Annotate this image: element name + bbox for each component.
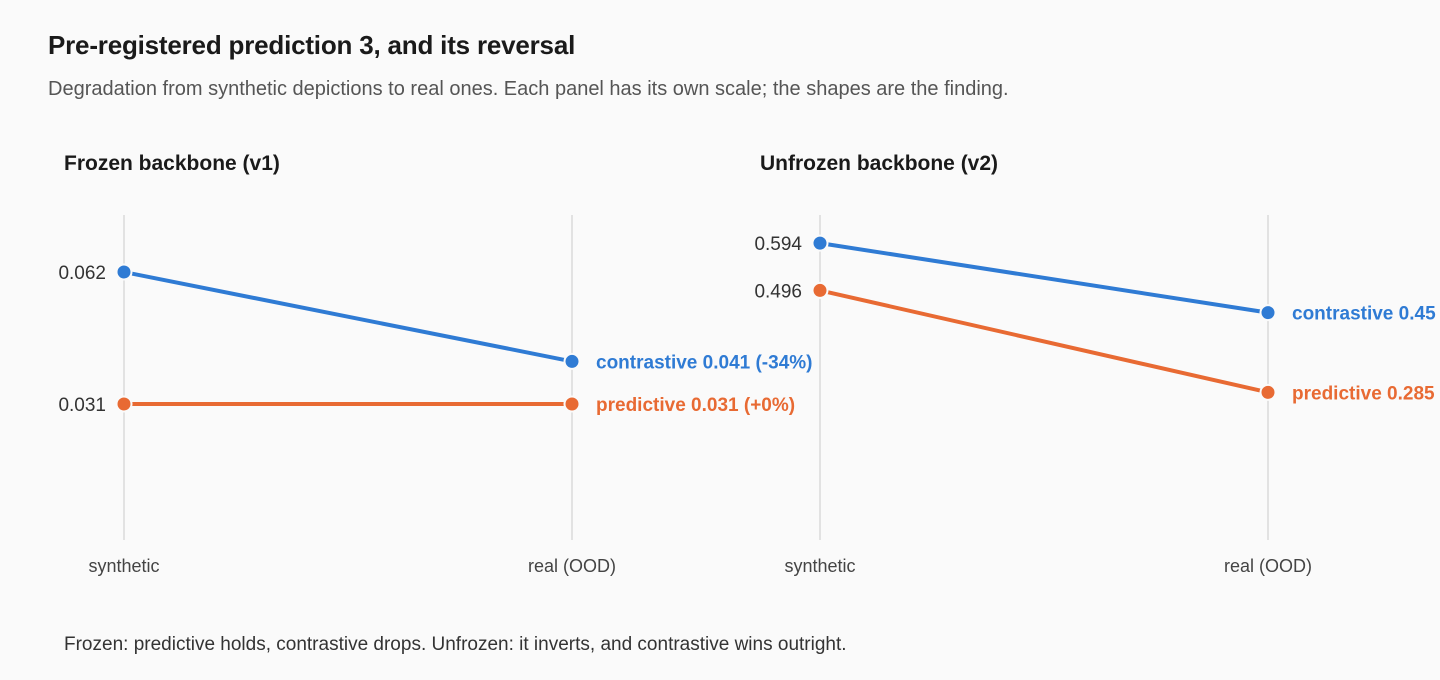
end-value-label: predictive 0.285	[1292, 383, 1435, 404]
panel-title-unfrozen: Unfrozen backbone (v2)	[760, 152, 999, 175]
point-predictive-real	[563, 395, 581, 413]
x-tick-label: real (OOD)	[528, 556, 616, 576]
x-tick-label: synthetic	[88, 556, 159, 576]
end-value-label: predictive 0.031 (+0%)	[596, 395, 795, 416]
start-value-label: 0.062	[58, 263, 106, 284]
point-predictive-synthetic	[811, 281, 829, 299]
chart-subtitle: Degradation from synthetic depictions to…	[48, 78, 1009, 100]
start-value-label: 0.496	[754, 281, 802, 302]
point-contrastive-synthetic	[811, 234, 829, 252]
series-line-predictive	[818, 288, 1270, 395]
x-tick-label: real (OOD)	[1224, 556, 1312, 576]
end-value-label: contrastive 0.041 (-34%)	[596, 352, 813, 373]
end-value-label: contrastive 0.45	[1292, 304, 1436, 325]
series-line-contrastive	[122, 270, 574, 364]
start-value-label: 0.594	[754, 234, 802, 255]
point-predictive-real	[1259, 383, 1277, 401]
series-line-contrastive	[818, 241, 1270, 315]
panel-title-frozen: Frozen backbone (v1)	[64, 152, 280, 175]
start-value-label: 0.031	[58, 395, 106, 416]
point-contrastive-real	[563, 352, 581, 370]
point-contrastive-synthetic	[115, 263, 133, 281]
x-tick-label: synthetic	[784, 556, 855, 576]
footnote: Frozen: predictive holds, contrastive dr…	[64, 634, 847, 655]
point-predictive-synthetic	[115, 395, 133, 413]
chart-title: Pre-registered prediction 3, and its rev…	[48, 30, 576, 60]
point-contrastive-real	[1259, 304, 1277, 322]
